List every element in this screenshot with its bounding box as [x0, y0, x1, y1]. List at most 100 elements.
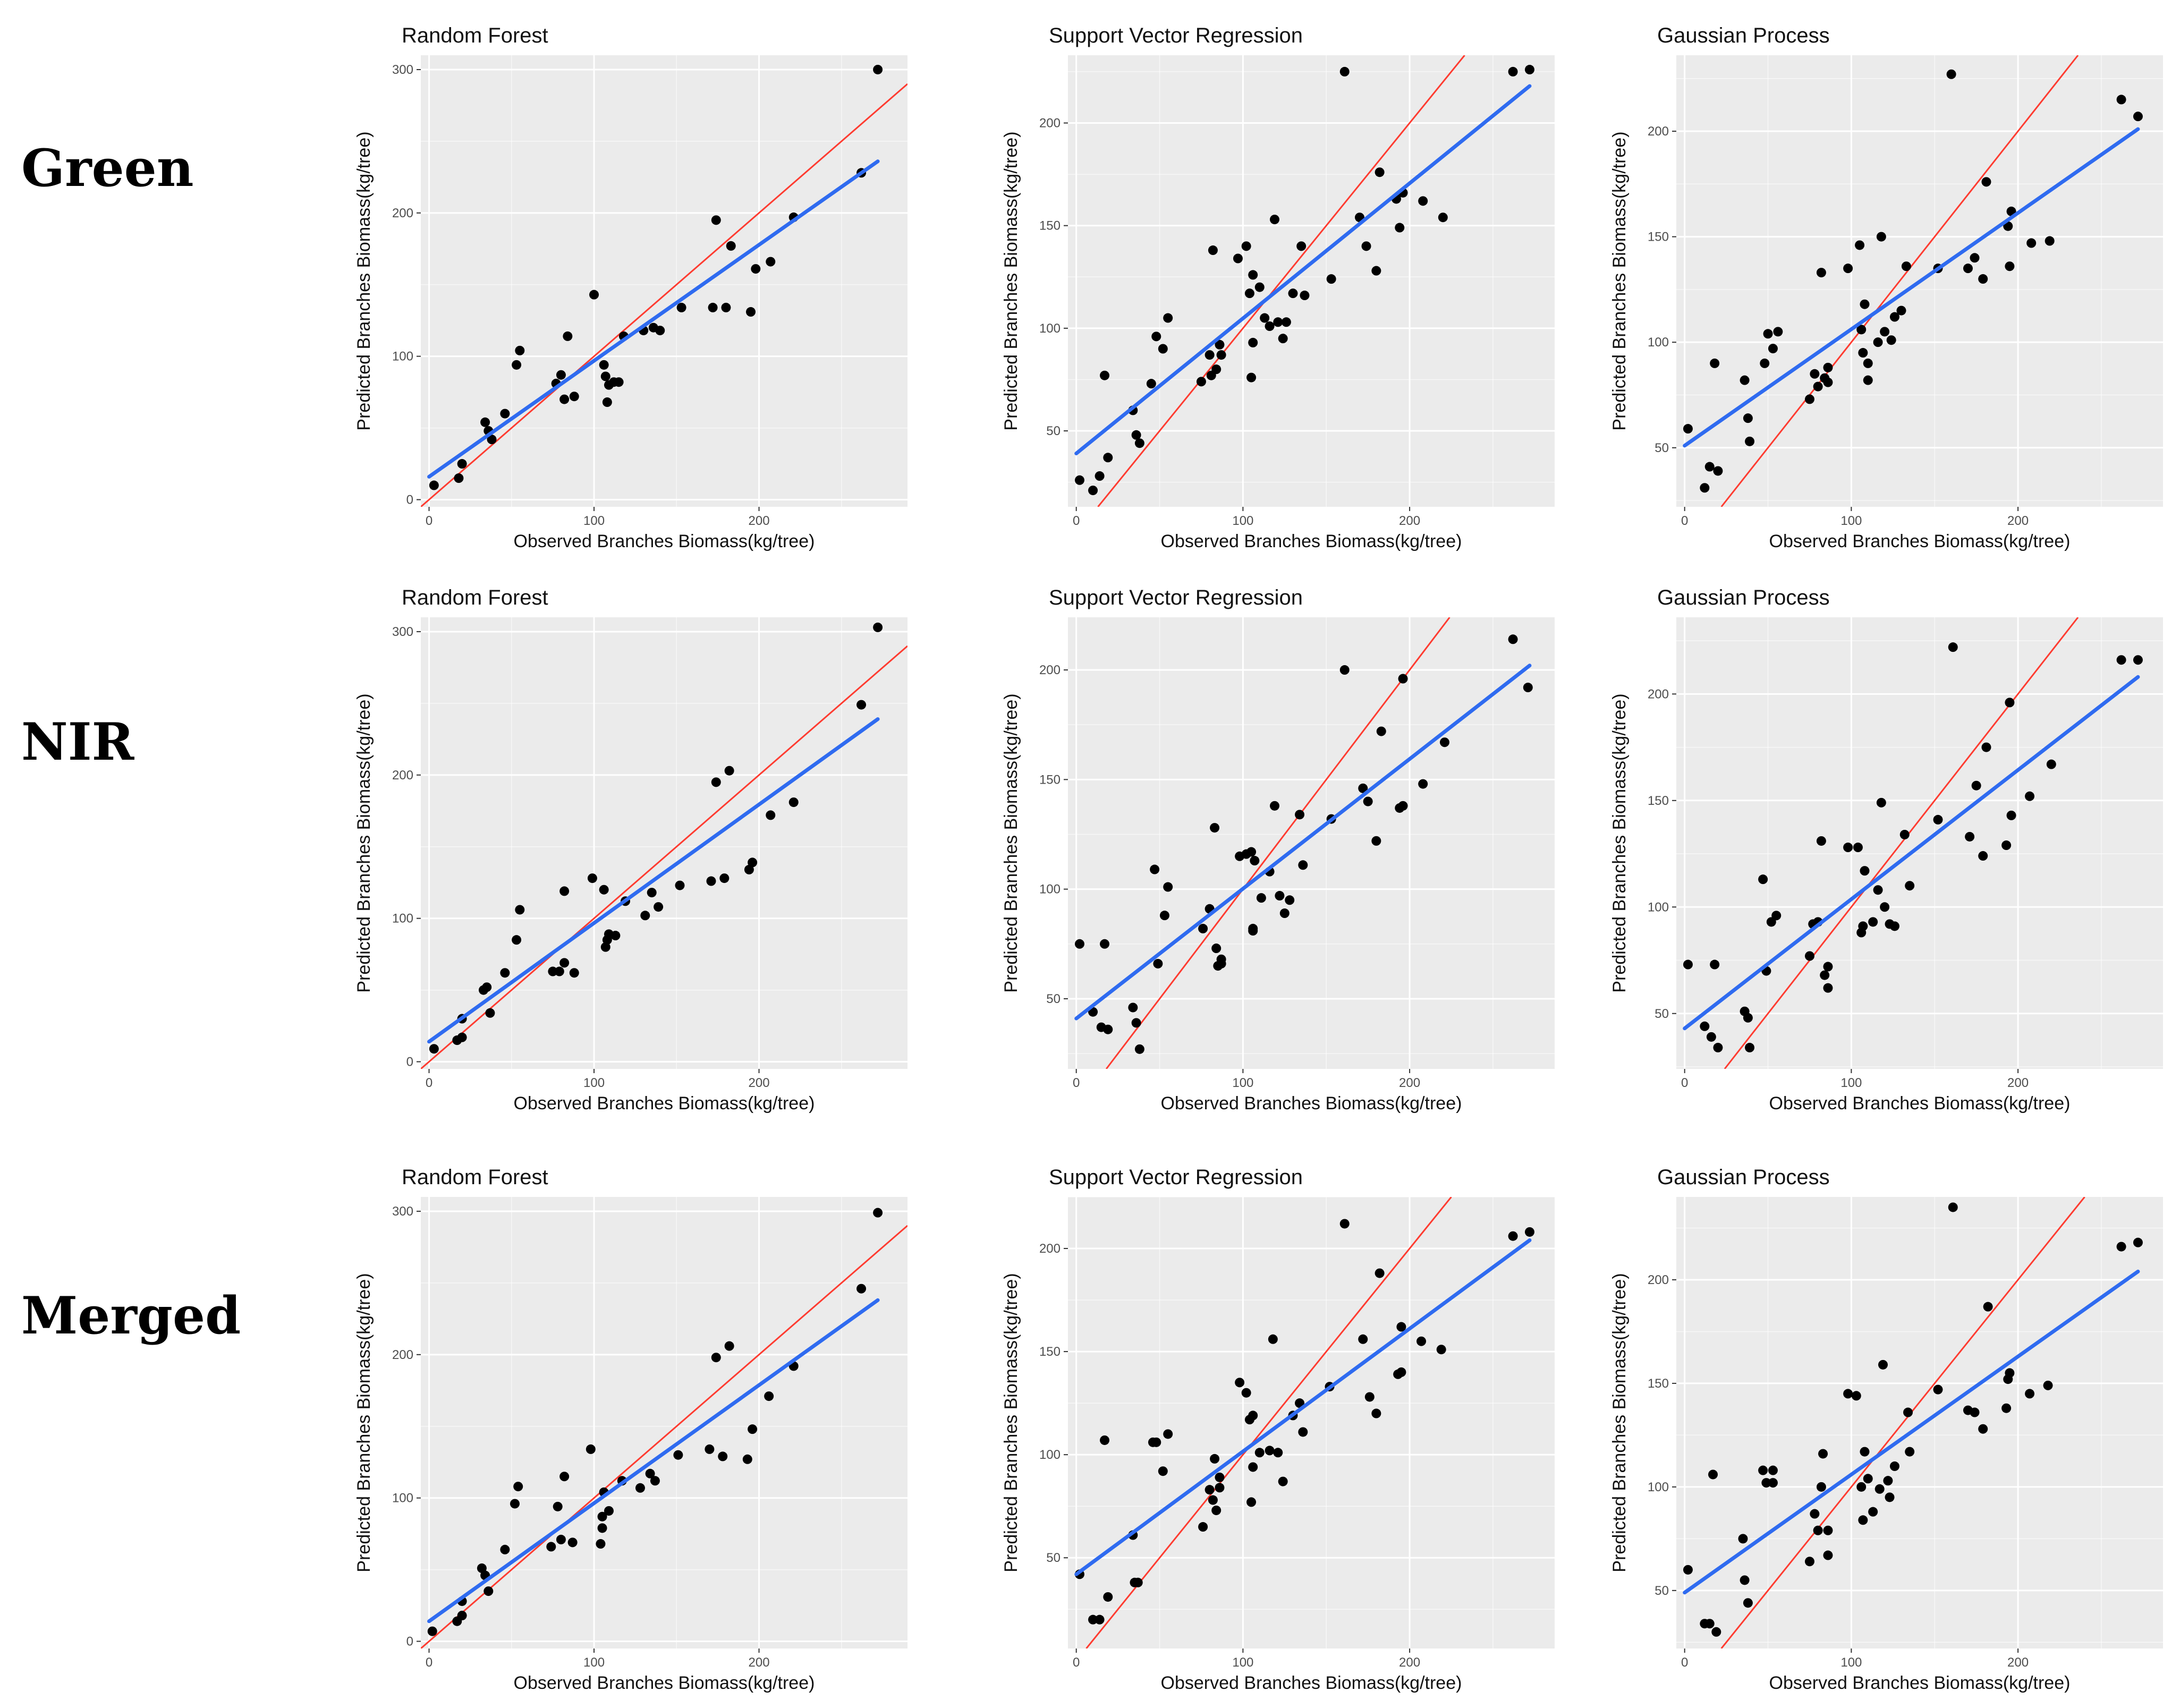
data-point [1896, 305, 1906, 316]
data-point [1978, 851, 1988, 861]
data-point [1508, 1231, 1518, 1241]
panel-title: Support Vector Regression [1049, 1166, 1303, 1189]
data-point [1211, 944, 1222, 954]
panel-title: Gaussian Process [1657, 586, 1830, 609]
data-point [1971, 780, 1981, 791]
y-tick-label: 100 [392, 912, 413, 926]
data-point [873, 1208, 883, 1218]
data-point [1963, 264, 1973, 274]
data-point [1738, 1534, 1748, 1544]
data-point [1851, 1391, 1861, 1401]
data-point [2006, 810, 2016, 820]
data-point [567, 1537, 578, 1548]
data-point [512, 935, 522, 945]
panel-green-gp: 0 100 200 50 100 150 200 Gaussian Process Observ… [1609, 24, 2163, 551]
identity-line [1105, 617, 1450, 1069]
data-point [482, 982, 492, 992]
y-tick-label: 200 [392, 768, 413, 783]
data-point [1863, 358, 1873, 368]
plot-background [421, 1197, 907, 1648]
identity-line [1724, 617, 2079, 1069]
data-point [1743, 413, 1753, 423]
scatter-panels: 0 100 200 0 100 200 300 Random Forest Observed B… [354, 24, 2163, 1693]
data-point [427, 1626, 437, 1636]
data-point [1248, 1410, 1258, 1421]
data-point [569, 968, 579, 978]
data-point [1876, 797, 1886, 808]
data-point [1981, 177, 1991, 187]
y-tick-label: 150 [1648, 1376, 1669, 1391]
x-tick-label: 200 [749, 1655, 770, 1670]
panel-merged-rf: 0 100 200 0 100 200 300 Random Forest Observed B… [354, 1166, 907, 1693]
data-point [1210, 823, 1220, 833]
data-point [1363, 796, 1373, 806]
data-point [1981, 742, 1991, 752]
x-tick-label: 100 [1840, 1655, 1862, 1670]
data-point [1248, 923, 1258, 933]
plot-background [1068, 617, 1555, 1069]
data-point [1905, 881, 1915, 891]
data-point [596, 1539, 606, 1549]
data-point [1196, 377, 1206, 387]
fit-line [427, 1298, 880, 1624]
y-tick-label: 100 [392, 350, 413, 364]
data-point [500, 409, 510, 419]
data-point [2005, 261, 2015, 271]
data-point [1215, 1483, 1225, 1493]
data-point [1133, 1577, 1143, 1587]
x-tick-label: 200 [2007, 1655, 2029, 1670]
data-point [1128, 1002, 1138, 1013]
identity-line [1720, 1197, 2085, 1648]
x-tick-label: 200 [749, 1076, 770, 1090]
data-point [2116, 1242, 2126, 1252]
data-point [1970, 253, 1980, 263]
data-point [1146, 379, 1156, 389]
data-point [457, 1032, 467, 1042]
data-point [1204, 350, 1215, 360]
x-tick-label: 100 [1232, 1076, 1253, 1090]
data-point [1885, 1492, 1895, 1502]
data-point [597, 1511, 607, 1522]
data-point [1326, 274, 1336, 284]
data-point [1773, 327, 1783, 337]
data-point [1246, 372, 1257, 383]
data-point [1933, 814, 1943, 825]
data-point [1211, 1505, 1222, 1515]
data-point [1843, 1389, 1853, 1399]
data-point [1265, 1446, 1275, 1456]
x-axis-label: Observed Branches Biomass(kg/tree) [1769, 531, 2071, 551]
data-point [563, 331, 573, 341]
data-point [1418, 779, 1428, 789]
data-point [429, 1044, 439, 1054]
data-point [589, 290, 599, 300]
data-point [1710, 959, 1720, 970]
data-point [673, 1450, 683, 1460]
data-point [1758, 874, 1768, 885]
data-point [1103, 453, 1113, 463]
data-point [1269, 801, 1279, 811]
data-point [1899, 829, 1910, 839]
y-axis-label: Predicted Branches Biomass(kg/tree) [354, 1273, 374, 1572]
identity-line [421, 83, 907, 507]
data-point [1100, 939, 1110, 949]
data-point [1873, 885, 1883, 895]
x-tick-label: 0 [426, 514, 432, 528]
panel-title: Random Forest [402, 24, 548, 47]
data-point [2046, 759, 2056, 769]
y-tick-label: 100 [1039, 1448, 1061, 1462]
data-point [548, 966, 558, 976]
data-point [1745, 1042, 1755, 1052]
panel-nir-gp: 0 100 200 50 100 150 200 Gaussian Process Observ… [1609, 586, 2163, 1114]
panel-merged-svr: 0 100 200 50 100 150 200 Support Vector Regress… [1001, 1166, 1555, 1693]
y-tick-label: 0 [406, 493, 413, 507]
data-point [640, 911, 650, 921]
x-tick-label: 0 [1681, 1655, 1688, 1670]
data-point [746, 307, 756, 317]
data-point [1858, 921, 1868, 931]
data-point [1158, 344, 1168, 354]
data-point [1241, 1388, 1251, 1398]
data-point [1823, 362, 1833, 372]
data-point [2116, 655, 2126, 665]
x-axis-label: Observed Branches Biomass(kg/tree) [1161, 531, 1462, 551]
data-point [1268, 1334, 1278, 1344]
